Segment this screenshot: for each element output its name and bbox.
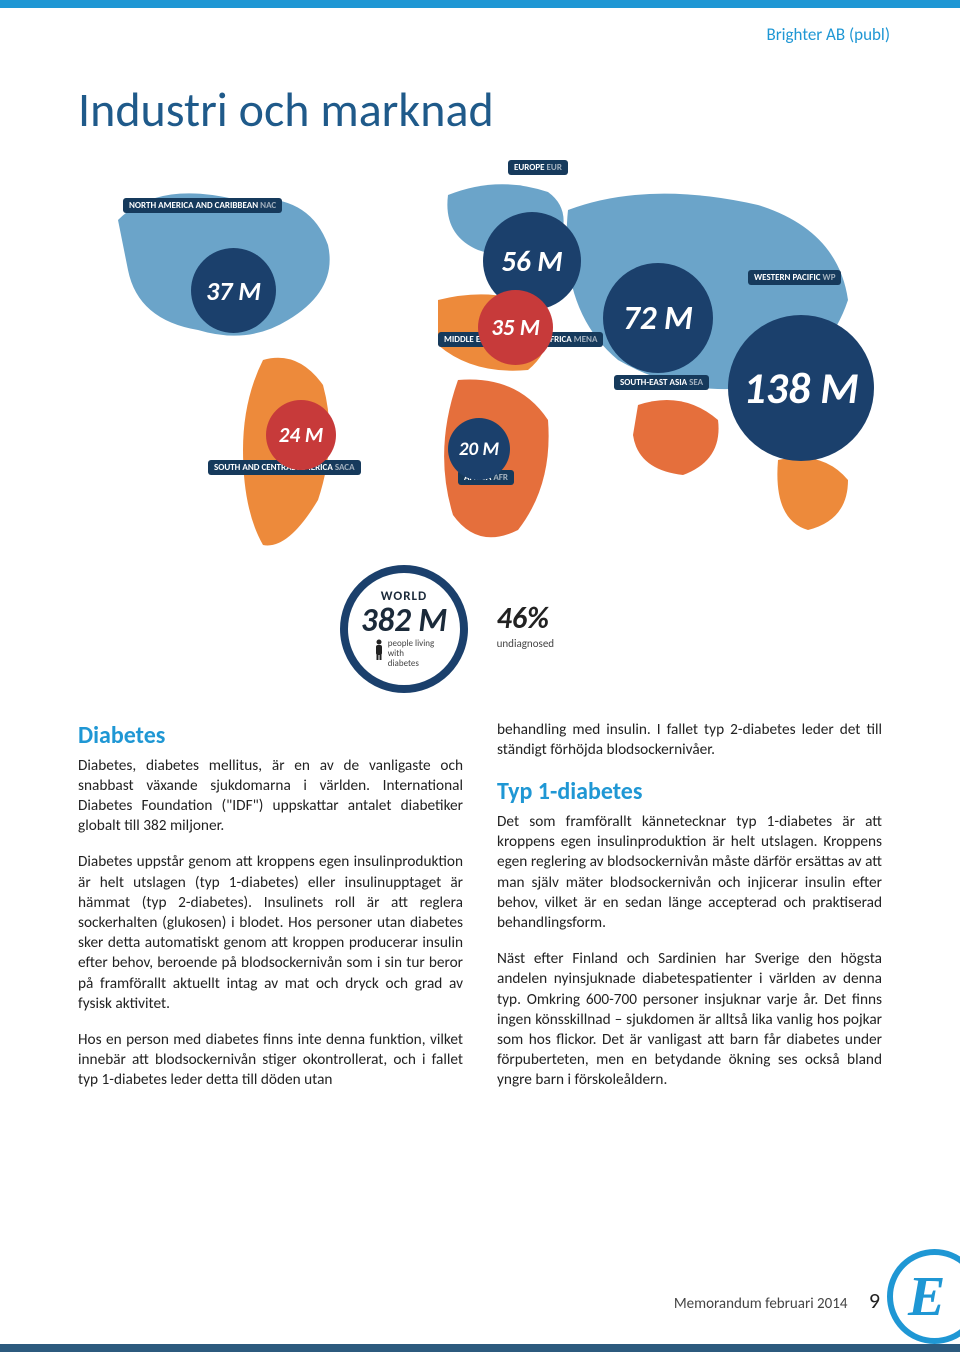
- left-p1: Diabetes, diabetes mellitus, är en av de…: [78, 756, 463, 837]
- world-value: 382 M: [361, 604, 447, 637]
- left-column: Diabetes Diabetes, diabetes mellitus, är…: [78, 720, 463, 1106]
- person-icon: [374, 639, 384, 661]
- region-bubble-nac: 37 M: [191, 248, 276, 333]
- left-heading: Diabetes: [78, 720, 463, 752]
- region-badge-eur: EUROPE EUR: [508, 160, 568, 175]
- region-bubble-mena: 35 M: [478, 290, 553, 365]
- bottom-accent-bar: [0, 1344, 960, 1352]
- region-bubble-wp: 138 M: [728, 315, 874, 461]
- left-p3: Hos en person med diabetes finns inte de…: [78, 1030, 463, 1091]
- right-p2: Det som framförallt kännetecknar typ 1-d…: [497, 812, 882, 933]
- world-pct-label: undiagnosed: [497, 637, 554, 650]
- world-pct: 46%: [497, 600, 554, 637]
- region-badge-nac: NORTH AMERICA AND CARIBBEAN NAC: [123, 198, 282, 213]
- region-bubble-afr: 20 M: [448, 418, 510, 480]
- right-p3: Näst efter Finland och Sardinien har Sve…: [497, 949, 882, 1090]
- body-columns: Diabetes Diabetes, diabetes mellitus, är…: [78, 720, 882, 1106]
- footer-text: Memorandum februari 2014: [674, 1295, 848, 1313]
- world-sub3: diabetes: [388, 659, 435, 669]
- corner-logo: E: [887, 1249, 960, 1344]
- region-bubble-sea: 72 M: [603, 263, 713, 373]
- logo-letter: E: [908, 1265, 945, 1329]
- right-column: behandling med insulin. I fallet typ 2-d…: [497, 720, 882, 1106]
- world-summary: WORLD 382 M people living with diabetes …: [340, 565, 740, 695]
- footer: Memorandum februari 2014 9: [674, 1287, 880, 1314]
- right-heading: Typ 1-diabetes: [497, 776, 882, 808]
- region-badge-sea: SOUTH-EAST ASIA SEA: [614, 375, 709, 390]
- world-map-infographic: NORTH AMERICA AND CARIBBEAN NAC 37 M SOUTH…: [78, 150, 882, 590]
- header-company: Brighter AB (publ): [766, 24, 890, 45]
- world-undiagnosed: 46% undiagnosed: [497, 600, 554, 650]
- right-p1: behandling med insulin. I fallet typ 2-d…: [497, 720, 882, 760]
- region-badge-wp: WESTERN PACIFIC WP: [748, 270, 841, 285]
- left-p2: Diabetes uppstår genom att kroppens egen…: [78, 852, 463, 1014]
- region-bubble-saca: 24 M: [266, 400, 336, 470]
- page-number: 9: [869, 1287, 880, 1314]
- world-circle: WORLD 382 M people living with diabetes: [340, 565, 468, 693]
- top-accent-bar: [0, 0, 960, 8]
- page-title: Industri och marknad: [78, 80, 494, 139]
